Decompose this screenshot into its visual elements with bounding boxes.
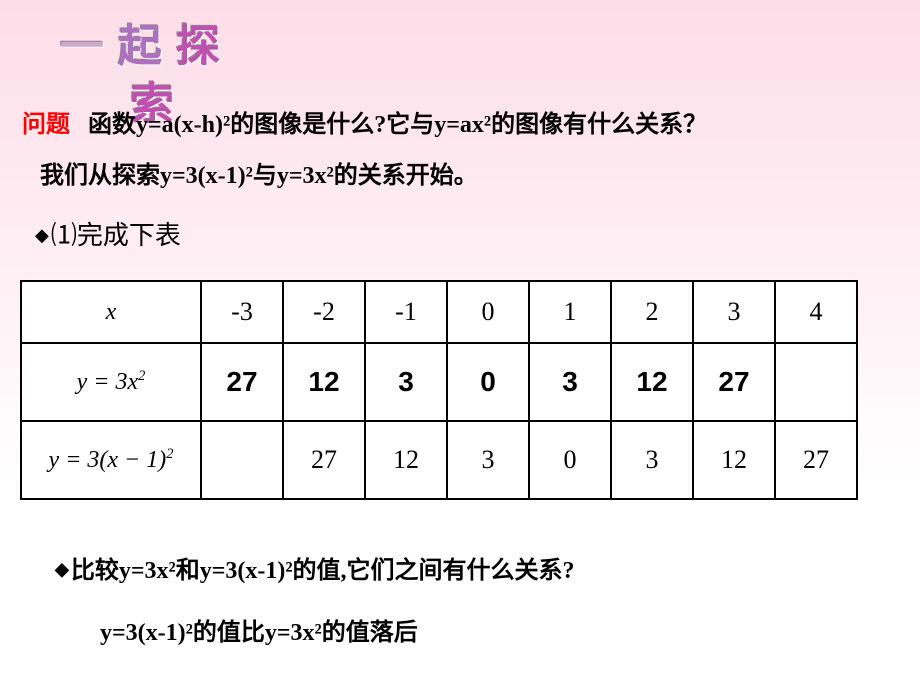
bullet-icon: ◆ — [55, 559, 69, 579]
x-val: 4 — [775, 281, 857, 343]
y1-val: 12 — [611, 343, 693, 421]
title-char-3: 探 — [176, 22, 234, 71]
title-char-1: 一 — [60, 22, 118, 71]
x-val: -1 — [365, 281, 447, 343]
function-table: x -3 -2 -1 0 1 2 3 4 y = 3x2 27 12 3 0 3… — [20, 280, 858, 500]
conclusion-line: y=3(x-1)²的值比y=3x²的值落后 — [100, 612, 418, 647]
x-val: 2 — [611, 281, 693, 343]
question-line: 问题函数y=a(x-h)²的图像是什么?它与y=ax²的图像有什么关系？ — [22, 104, 707, 139]
step1-text: ⑴完成下表 — [51, 221, 181, 250]
explore-line: 我们从探索y=3(x-1)²与y=3x²的关系开始。 — [40, 155, 478, 190]
y2-val: 0 — [529, 421, 611, 499]
y1-val: 27 — [201, 343, 283, 421]
y2-label: y = 3(x − 1)2 — [21, 421, 201, 499]
x-val: -2 — [283, 281, 365, 343]
y2-val: 12 — [693, 421, 775, 499]
compare-text: 比较y=3x²和y=3(x-1)²的值,它们之间有什么关系? — [71, 558, 575, 584]
y2-val — [201, 421, 283, 499]
y1-val: 3 — [365, 343, 447, 421]
y1-val — [775, 343, 857, 421]
y1-val: 3 — [529, 343, 611, 421]
x-label: x — [21, 281, 201, 343]
bullet-icon: ◆ — [35, 225, 49, 245]
compare-line: ◆比较y=3x²和y=3(x-1)²的值,它们之间有什么关系? — [55, 550, 575, 585]
y1-label: y = 3x2 — [21, 343, 201, 421]
table-row-x: x -3 -2 -1 0 1 2 3 4 — [21, 281, 857, 343]
table-row-y2: y = 3(x − 1)2 27 12 3 0 3 12 27 — [21, 421, 857, 499]
step1-heading: ◆⑴完成下表 — [35, 215, 181, 252]
y1-val: 27 — [693, 343, 775, 421]
y2-val: 3 — [447, 421, 529, 499]
y2-val: 27 — [775, 421, 857, 499]
x-val: 3 — [693, 281, 775, 343]
x-val: 0 — [447, 281, 529, 343]
y2-val: 3 — [611, 421, 693, 499]
x-val: 1 — [529, 281, 611, 343]
question-label: 问题 — [22, 112, 70, 138]
question-text: 函数y=a(x-h)²的图像是什么?它与y=ax²的图像有什么关系？ — [88, 112, 707, 138]
x-val: -3 — [201, 281, 283, 343]
y1-val: 12 — [283, 343, 365, 421]
y2-val: 27 — [283, 421, 365, 499]
y2-val: 12 — [365, 421, 447, 499]
table-row-y1: y = 3x2 27 12 3 0 3 12 27 — [21, 343, 857, 421]
title-char-2: 起 — [118, 22, 176, 71]
y1-val: 0 — [447, 343, 529, 421]
